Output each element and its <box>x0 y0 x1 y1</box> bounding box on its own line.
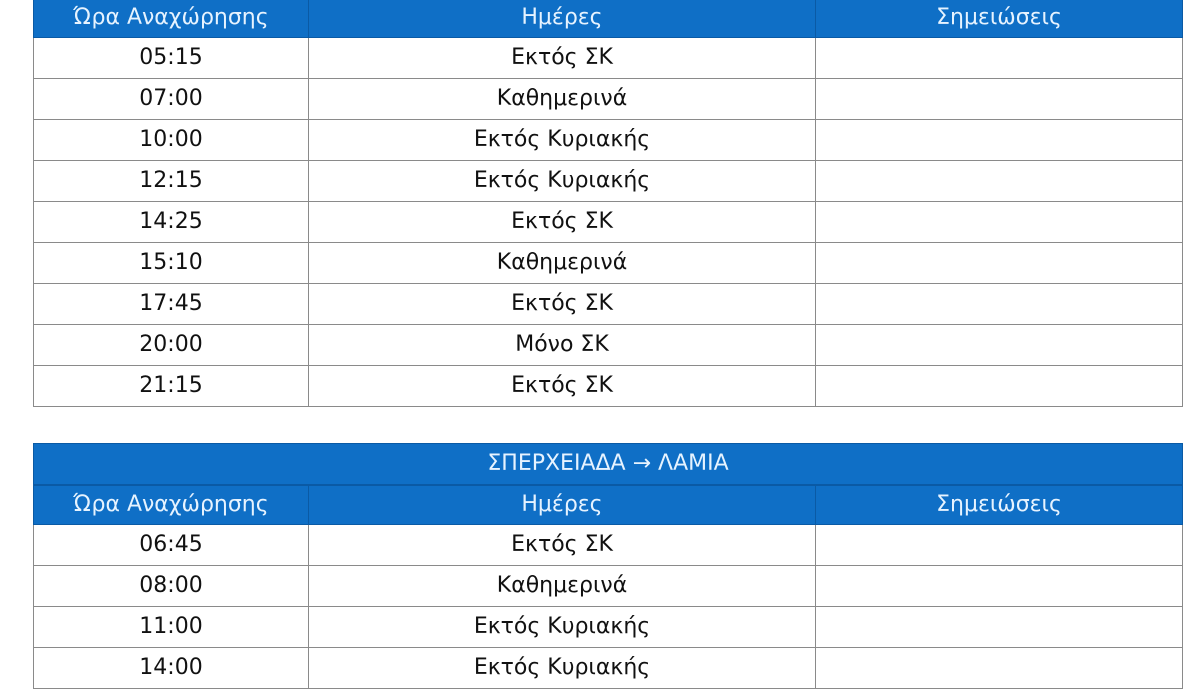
table-row: 20:00 Μόνο ΣΚ <box>33 324 1183 366</box>
days-cell: Εκτός ΣΚ <box>308 524 816 566</box>
title-row: ΣΠΕΡΧΕΙΑΔΑ → ΛΑΜΙΑ <box>32 443 1184 486</box>
header-days: Ημέρες <box>308 0 816 38</box>
header-days: Ημέρες <box>308 484 816 525</box>
table-row: 12:15 Εκτός Κυριακής <box>33 160 1183 202</box>
table-row: 15:10 Καθημερινά <box>33 242 1183 284</box>
table-row: 14:00 Εκτός Κυριακής <box>33 647 1184 689</box>
days-cell: Εκτός Κυριακής <box>308 606 816 648</box>
departure-time-cell: 15:10 <box>33 242 309 284</box>
table-row: 06:45 Εκτός ΣΚ <box>33 524 1184 566</box>
header-departure-time: Ώρα Αναχώρησης <box>33 0 309 38</box>
departure-time-cell: 06:45 <box>33 524 309 566</box>
days-cell: Εκτός Κυριακής <box>308 647 816 689</box>
notes-cell <box>814 606 1184 648</box>
departure-time-cell: 05:15 <box>33 37 309 79</box>
table-row: 07:00 Καθημερινά <box>33 78 1183 120</box>
notes-cell <box>815 201 1183 243</box>
days-cell: Μόνο ΣΚ <box>308 324 816 366</box>
table-title: ΣΠΕΡΧΕΙΑΔΑ → ΛΑΜΙΑ <box>32 443 1184 486</box>
header-departure-time: Ώρα Αναχώρησης <box>33 484 309 525</box>
departure-time-cell: 11:00 <box>33 606 309 648</box>
days-cell: Καθημερινά <box>308 242 816 284</box>
header-row: Ώρα Αναχώρησης Ημέρες Σημειώσεις <box>33 0 1183 38</box>
departure-time-cell: 14:25 <box>33 201 309 243</box>
header-notes: Σημειώσεις <box>814 484 1184 525</box>
departure-time-cell: 08:00 <box>33 565 309 607</box>
notes-cell <box>815 324 1183 366</box>
table-row: 17:45 Εκτός ΣΚ <box>33 283 1183 325</box>
notes-cell <box>815 160 1183 202</box>
header-notes: Σημειώσεις <box>815 0 1183 38</box>
days-cell: Εκτός ΣΚ <box>308 283 816 325</box>
table-row: 10:00 Εκτός Κυριακής <box>33 119 1183 161</box>
notes-cell <box>815 242 1183 284</box>
schedule-table-sperchiada-lamia: ΣΠΕΡΧΕΙΑΔΑ → ΛΑΜΙΑ Ώρα Αναχώρησης Ημέρες… <box>32 443 1184 689</box>
table-row: 08:00 Καθημερινά <box>33 565 1184 607</box>
notes-cell <box>814 524 1184 566</box>
days-cell: Εκτός Κυριακής <box>308 160 816 202</box>
table-row: 05:15 Εκτός ΣΚ <box>33 37 1183 79</box>
notes-cell <box>815 78 1183 120</box>
notes-cell <box>814 647 1184 689</box>
days-cell: Εκτός Κυριακής <box>308 119 816 161</box>
notes-cell <box>815 283 1183 325</box>
days-cell: Εκτός ΣΚ <box>308 37 816 79</box>
schedule-table-lamia-sperchiada: Ώρα Αναχώρησης Ημέρες Σημειώσεις 05:15 Εκ… <box>33 0 1183 407</box>
table-row: 14:25 Εκτός ΣΚ <box>33 201 1183 243</box>
departure-time-cell: 17:45 <box>33 283 309 325</box>
notes-cell <box>815 37 1183 79</box>
departure-time-cell: 21:15 <box>33 365 309 407</box>
departure-time-cell: 07:00 <box>33 78 309 120</box>
notes-cell <box>814 565 1184 607</box>
header-row: Ώρα Αναχώρησης Ημέρες Σημειώσεις <box>33 484 1184 525</box>
days-cell: Καθημερινά <box>308 78 816 120</box>
departure-time-cell: 14:00 <box>33 647 309 689</box>
table-row: 11:00 Εκτός Κυριακής <box>33 606 1184 648</box>
days-cell: Εκτός ΣΚ <box>308 201 816 243</box>
departure-time-cell: 20:00 <box>33 324 309 366</box>
notes-cell <box>815 365 1183 407</box>
notes-cell <box>815 119 1183 161</box>
table-row: 21:15 Εκτός ΣΚ <box>33 365 1183 407</box>
departure-time-cell: 10:00 <box>33 119 309 161</box>
departure-time-cell: 12:15 <box>33 160 309 202</box>
days-cell: Καθημερινά <box>308 565 816 607</box>
days-cell: Εκτός ΣΚ <box>308 365 816 407</box>
